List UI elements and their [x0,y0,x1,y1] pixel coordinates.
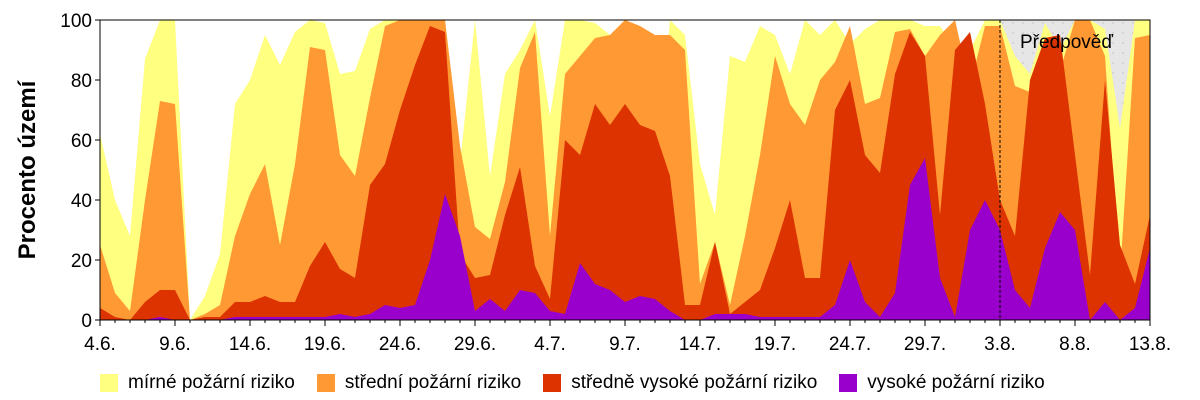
legend-item-stredni: střední požární riziko [316,372,522,394]
axes: 0 20 40 60 80 100 4.6. 9.6. 14.6. 19.6. 24.6. 29.6.… [60,11,1171,355]
x-tick-label: 14.7. [679,334,721,355]
legend-label-stredni: střední požární riziko [344,372,522,393]
x-tick-label: 14.6. [229,334,271,355]
legend-swatch-mirne [100,374,118,392]
x-tick-label: 3.8. [984,334,1016,355]
x-tick-label: 4.7. [534,334,566,355]
legend-item-mirne: mírné požární riziko [100,372,295,394]
x-tick-label: 9.7. [609,334,641,355]
legend: mírné požární riziko střední požární riz… [100,372,1067,394]
y-tick-label: 0 [81,311,92,332]
legend-label-stredne-vysoke: středně vysoké požární riziko [571,372,818,393]
forecast-label: Předpověď [1020,32,1113,53]
stacked-area-chart: 0 20 40 60 80 100 4.6. 9.6. 14.6. 19.6. 24.6. 29.6.… [14,11,1171,355]
x-tick-label: 4.6. [84,334,116,355]
x-tick-label: 29.7. [904,334,946,355]
legend-swatch-stredne-vysoke [543,374,562,392]
legend-swatch-vysoke [839,374,858,392]
x-tick-label: 19.6. [304,334,346,355]
y-axis-label: Procento území [14,79,41,259]
y-tick-label: 60 [71,131,92,152]
x-tick-label: 13.8. [1129,334,1171,355]
legend-label-mirne: mírné požární riziko [128,372,295,393]
legend-label-vysoke: vysoké požární riziko [867,372,1045,393]
legend-item-stredne-vysoke: středně vysoké požární riziko [543,372,817,394]
legend-item-vysoke: vysoké požární riziko [839,372,1045,394]
x-tick-label: 9.6. [159,334,191,355]
y-tick-label: 40 [71,191,92,212]
x-tick-label: 29.6. [454,334,496,355]
area-vysoke [100,158,1150,320]
x-tick-label: 24.6. [379,334,421,355]
legend-swatch-stredni [316,374,335,392]
y-tick-label: 20 [71,251,92,272]
x-tick-label: 19.7. [754,334,796,355]
series-areas [100,20,1150,320]
area-stredne-vysoke [100,26,1150,320]
x-tick-label: 24.7. [829,334,871,355]
y-tick-label: 80 [71,71,92,92]
y-tick-label: 100 [60,11,92,32]
x-tick-label: 8.8. [1059,334,1091,355]
